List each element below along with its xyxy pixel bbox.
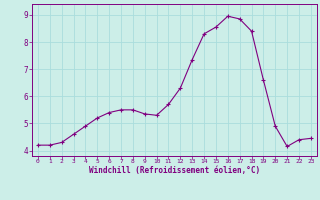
X-axis label: Windchill (Refroidissement éolien,°C): Windchill (Refroidissement éolien,°C) bbox=[89, 166, 260, 175]
